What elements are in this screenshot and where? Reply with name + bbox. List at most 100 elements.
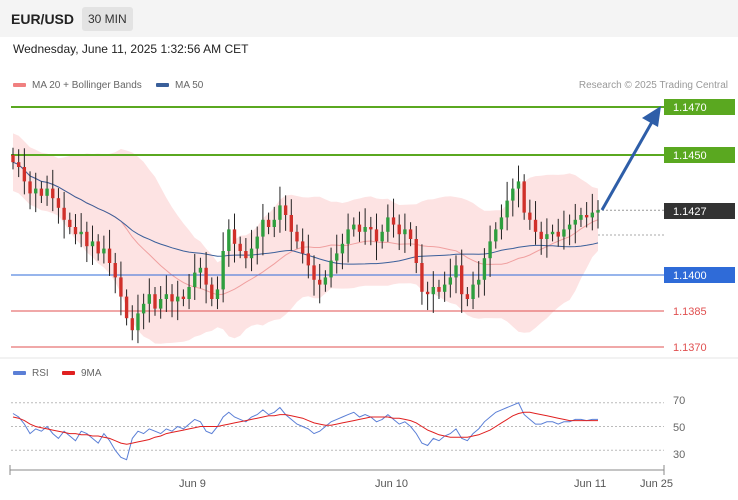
price-label-1385: 1.1385 [673, 306, 707, 318]
candle-body [380, 231, 384, 242]
candle-body [153, 294, 157, 309]
candle-body [11, 155, 15, 163]
ma50-line [12, 161, 599, 265]
rsi-level-30: 30 [673, 449, 685, 461]
candle-body [437, 287, 441, 292]
candle-body [596, 210, 600, 213]
time-label-jun11: Jun 11 [574, 478, 606, 490]
candle-body [306, 253, 311, 266]
legend-ma50-label: MA 50 [175, 80, 204, 91]
candle-body [431, 287, 435, 295]
candle-body [562, 229, 566, 237]
candle-body [318, 279, 322, 285]
candle-body [176, 296, 180, 302]
candle-body [584, 215, 589, 218]
bollinger-band-fill [13, 133, 598, 344]
price-tag-bg [664, 203, 735, 219]
candle-body [289, 215, 293, 232]
candle-body [408, 229, 413, 239]
candle-body [221, 251, 225, 290]
candle-body [528, 212, 532, 220]
candle-body [386, 217, 390, 232]
research-credit: Research © 2025 Trading Central [578, 80, 728, 91]
candle-body [158, 299, 163, 309]
timeframe-button[interactable]: 30 MIN [82, 7, 133, 31]
candle-body [210, 284, 214, 299]
rsi-level-50: 50 [673, 422, 685, 434]
candle-body [482, 258, 487, 280]
candle-body [545, 234, 549, 239]
candle-body [425, 291, 430, 295]
candle-body [56, 198, 61, 208]
price-tag-label: 1.1450 [673, 150, 707, 162]
candle-body [255, 236, 259, 249]
price-tag-1400: 1.1400 [664, 267, 735, 283]
candle-body [494, 229, 498, 242]
candle-body [499, 217, 504, 230]
candle-body [249, 248, 254, 259]
candle-body [357, 224, 362, 232]
projection-arrow-head [642, 106, 661, 127]
candle-body [374, 229, 379, 242]
legend-rsi-label: RSI [32, 368, 49, 379]
candle-body [232, 229, 237, 244]
candle-body [505, 200, 509, 218]
candle-body [477, 279, 481, 285]
candle-body [73, 227, 78, 235]
candle-body [465, 294, 470, 299]
price-tag-label: 1.1400 [673, 270, 707, 282]
candle-body [448, 277, 453, 285]
price-tag-bg [664, 99, 735, 115]
candle-body [283, 205, 288, 215]
candle-body [278, 205, 282, 220]
candle-body [556, 231, 560, 237]
candle-body [397, 224, 401, 235]
candle-body [295, 231, 299, 242]
price-tag-bg [664, 267, 735, 283]
candle-body [471, 284, 475, 299]
price-tag-1450: 1.1450 [664, 147, 735, 163]
rsi-line [12, 402, 598, 461]
price-tag-1470: 1.1470 [664, 99, 735, 115]
candle-body [352, 224, 356, 230]
price-levels [11, 106, 664, 348]
candle-body [28, 181, 32, 194]
candle-body [164, 294, 169, 299]
legend-ma9: 9MA [62, 368, 102, 379]
rsi-ma9-line [12, 411, 598, 445]
rsi-level-70: 70 [673, 395, 685, 407]
candle-body [539, 231, 543, 239]
price-tag-label: 1.1470 [673, 102, 707, 114]
candle-body [96, 241, 100, 254]
candle-body [460, 265, 464, 295]
candle-body [79, 231, 83, 235]
candle-body [193, 272, 197, 287]
candle-body [567, 224, 572, 230]
candle-body [300, 241, 305, 254]
chart-datetime: Wednesday, June 11, 2025 1:32:56 AM CET [13, 42, 249, 56]
legend-ma20: MA 20 + Bollinger Bands [13, 80, 142, 91]
price-tag-label: 1.1427 [673, 206, 707, 218]
rsi-swatch [13, 371, 26, 376]
time-label-jun10: Jun 10 [375, 478, 408, 490]
candle-body [335, 253, 339, 261]
candle-body [198, 267, 203, 273]
legend-ma50: MA 50 [156, 80, 203, 91]
candle-body [312, 265, 316, 280]
ma20-swatch [13, 83, 26, 88]
candle-body [340, 243, 345, 254]
candle-body [403, 229, 407, 235]
candle-body [107, 248, 112, 263]
candle-body [119, 277, 123, 297]
candle-body [363, 227, 367, 232]
candle-body [272, 219, 276, 227]
time-label-jun9: Jun 9 [179, 478, 206, 490]
price-tag-bg [664, 147, 735, 163]
legend-ma20-label: MA 20 + Bollinger Bands [32, 80, 142, 91]
moving-averages [12, 161, 599, 296]
candle-body [16, 162, 21, 167]
candle-body [113, 263, 117, 278]
candle-body [369, 227, 373, 230]
candle-body [39, 188, 44, 196]
